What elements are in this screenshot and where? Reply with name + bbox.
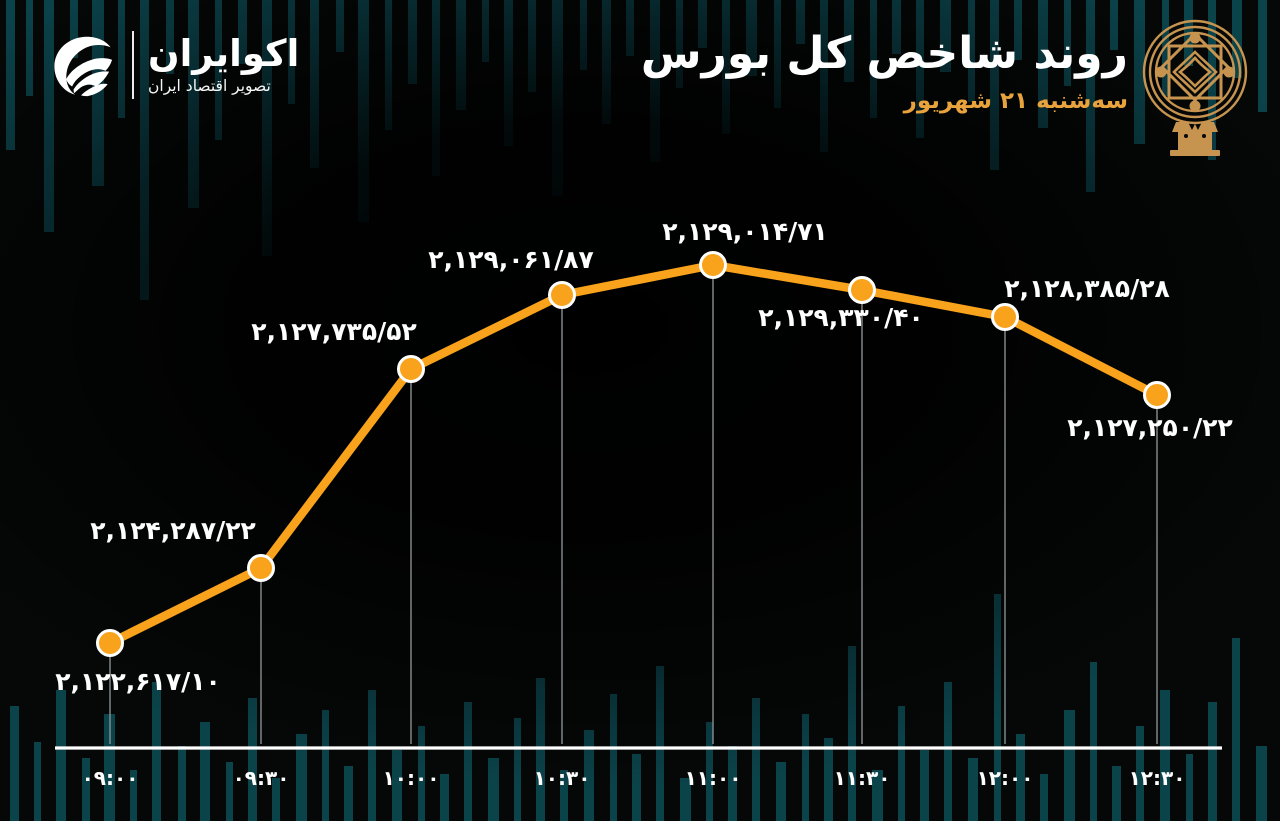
data-value-label: ۲,۱۲۷,۷۳۵/۵۲ [251,317,416,346]
data-value-label: ۲,۱۲۹,۰۱۴/۷۱ [662,217,827,246]
data-point-marker[interactable] [1143,381,1171,409]
data-point-marker[interactable] [247,554,275,582]
poster-header: اکوایران تصویر اقتصاد ایران روند شاخص کل… [0,0,1280,180]
logo-divider [132,31,134,99]
brand-name: اکوایران [148,32,300,76]
chart-date: سه‌شنبه ۲۱ شهریور [903,88,1128,114]
data-value-label: ۲,۱۲۲,۶۱۷/۱۰ [55,667,220,696]
data-value-label: ۲,۱۲۹,۰۶۱/۸۷ [428,245,593,274]
brand-logo: اکوایران تصویر اقتصاد ایران [44,28,299,102]
x-axis-tick-label: ۱۱:۳۰ [834,766,891,790]
data-point-marker[interactable] [397,355,425,383]
x-axis-tick-label: ۰۹:۰۰ [82,766,139,790]
x-axis-tick-label: ۰۹:۳۰ [233,766,290,790]
data-value-label: ۲,۱۲۷,۲۵۰/۲۲ [1067,413,1232,442]
data-value-labels: ۲,۱۲۲,۶۱۷/۱۰ ۲,۱۲۴,۲۸۷/۲۲ ۲,۱۲۷,۷۳۵/۵۲ ۲,۱۲… [55,217,1232,696]
data-value-label: ۲,۱۲۹,۳۳۰/۴۰ [758,303,923,332]
page-title: روند شاخص کل بورس [640,28,1128,79]
data-point-marker[interactable] [548,281,576,309]
index-trend-line-chart: ۲,۱۲۲,۶۱۷/۱۰ ۲,۱۲۴,۲۸۷/۲۲ ۲,۱۲۷,۷۳۵/۵۲ ۲,۱۲… [55,217,1233,790]
x-axis-tick-label: ۱۰:۰۰ [383,766,440,790]
x-axis-tick-label: ۱۱:۰۰ [685,766,742,790]
data-point-marker[interactable] [699,251,727,279]
data-point-marker[interactable] [848,276,876,304]
data-point-markers [96,251,1171,657]
chart-area: ۲,۱۲۲,۶۱۷/۱۰ ۲,۱۲۴,۲۸۷/۲۲ ۲,۱۲۷,۷۳۵/۵۲ ۲,۱۲… [0,180,1280,821]
title-block: روند شاخص کل بورس سه‌شنبه ۲۱ شهریور [641,26,1128,116]
brand-tagline: تصویر اقتصاد ایران [148,76,271,95]
data-value-label: ۲,۱۲۴,۲۸۷/۲۲ [90,516,255,545]
dropline-group [109,277,1158,744]
eco-iran-globe-logo-icon [54,36,113,97]
data-value-label: ۲,۱۲۸,۳۸۵/۲۸ [1004,274,1169,303]
tehran-stock-exchange-emblem-icon [1142,19,1248,156]
x-axis-tick-labels: ۰۹:۰۰ ۰۹:۳۰ ۱۰:۰۰ ۱۰:۳۰ ۱۱:۰۰ ۱۱:۳۰ ۱۲:۰۰ ۱۲:۳۰ [82,766,1186,790]
x-axis-tick-label: ۱۰:۳۰ [534,766,591,790]
brand-text: اکوایران تصویر اقتصاد ایران [148,32,300,95]
x-axis-tick-label: ۱۲:۰۰ [977,766,1034,790]
trend-line-path [105,260,1162,648]
data-point-marker[interactable] [991,303,1019,331]
data-point-marker[interactable] [96,629,124,657]
x-axis-tick-label: ۱۲:۳۰ [1129,766,1186,790]
